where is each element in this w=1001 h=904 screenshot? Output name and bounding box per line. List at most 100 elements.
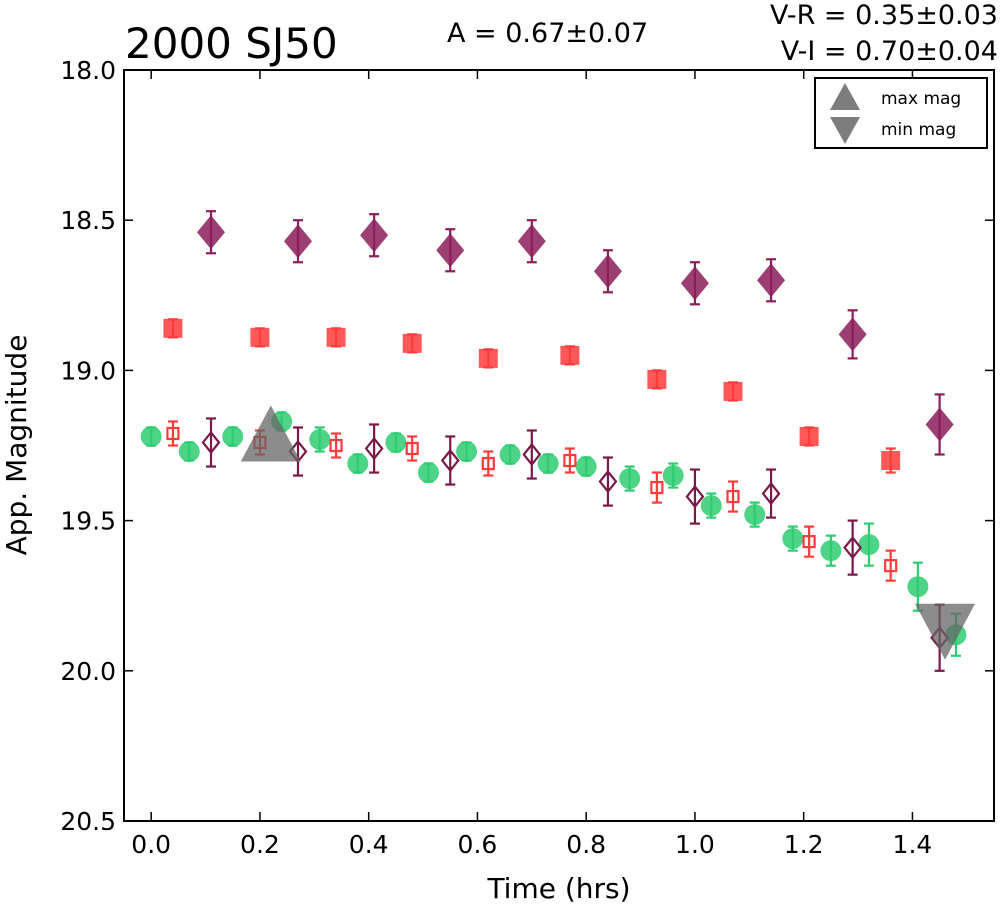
data-point <box>907 576 929 598</box>
color-index-vi: V-I = 0.70±0.04 <box>781 36 998 67</box>
legend-label: max mag <box>881 89 961 109</box>
data-point <box>522 442 542 467</box>
error-bar <box>526 429 537 480</box>
data-point <box>598 469 618 494</box>
x-tick-label: 1.4 <box>893 830 933 859</box>
data-point <box>364 436 384 461</box>
data-point <box>761 481 781 506</box>
data-point <box>563 453 577 468</box>
data-point <box>685 484 705 509</box>
data-point <box>838 317 867 352</box>
data-point <box>647 369 667 389</box>
data-point <box>250 327 270 347</box>
error-bar <box>766 468 777 519</box>
chart-title: 2000 SJ50 <box>125 19 338 68</box>
data-point <box>481 456 495 471</box>
data-point <box>140 425 162 447</box>
error-bar <box>847 519 858 576</box>
data-point <box>166 426 180 441</box>
data-point <box>560 345 580 365</box>
y-tick-label: 18.0 <box>60 56 116 85</box>
data-point <box>456 441 478 463</box>
data-point <box>309 428 331 450</box>
series-2 <box>197 210 954 456</box>
data-point <box>650 480 664 495</box>
data-point <box>537 453 559 475</box>
y-axis-label: App. Magnitude <box>0 335 33 556</box>
data-point <box>884 559 898 573</box>
x-tick-label: 0.8 <box>566 830 606 859</box>
x-tick-label: 1.2 <box>784 830 824 859</box>
data-point <box>347 453 369 475</box>
data-point <box>700 495 722 517</box>
min-mag-marker <box>915 603 976 660</box>
plot-marks <box>140 210 976 672</box>
data-point <box>802 535 816 549</box>
error-bar <box>651 471 662 504</box>
error-bar <box>167 420 178 447</box>
data-point <box>619 468 641 490</box>
x-tick-label: 0.6 <box>458 830 498 859</box>
x-tick-label: 1.0 <box>675 830 715 859</box>
data-point <box>436 233 465 268</box>
data-point <box>843 535 863 560</box>
x-axis-label: Time (hrs) <box>486 872 630 904</box>
error-bar <box>602 456 613 507</box>
legend: max mag min mag <box>814 77 988 149</box>
data-point <box>178 441 200 463</box>
error-bar <box>445 435 456 486</box>
plot-axes: 0.0 0.2 0.4 0.6 0.8 1.0 1.2 1.4 18.0 18.5 19.0 19.5… <box>60 56 995 859</box>
x-tick-label: 0.0 <box>131 830 171 859</box>
error-bar <box>483 450 494 477</box>
data-point <box>575 456 597 478</box>
error-bar <box>293 426 303 477</box>
y-tick-label: 20.0 <box>60 657 116 686</box>
legend-label: min mag <box>881 120 956 140</box>
data-point <box>197 215 225 250</box>
data-point <box>402 333 422 353</box>
x-tick-label: 0.2 <box>240 830 280 859</box>
data-point <box>360 218 389 253</box>
data-point <box>201 430 221 455</box>
error-bar <box>407 435 418 462</box>
plot-frame <box>123 69 995 822</box>
data-point <box>925 407 954 442</box>
data-point <box>163 318 183 338</box>
data-point <box>881 451 901 471</box>
data-point <box>858 534 880 556</box>
data-point <box>478 348 498 368</box>
data-point <box>782 528 804 550</box>
error-bar <box>689 468 700 525</box>
data-point <box>222 425 244 447</box>
data-point <box>799 426 819 446</box>
data-point <box>744 504 766 526</box>
data-point <box>820 540 842 562</box>
error-bar <box>564 447 575 474</box>
error-bar <box>369 423 380 474</box>
data-point <box>757 263 786 298</box>
legend-max-mag-icon <box>830 83 860 110</box>
data-point <box>517 224 546 259</box>
data-point <box>385 431 407 453</box>
y-tick-label: 18.5 <box>60 206 116 235</box>
data-point <box>499 444 521 466</box>
data-point <box>680 266 709 301</box>
data-point <box>405 441 419 456</box>
error-bar <box>206 417 216 468</box>
legend-min-mag-icon <box>830 117 860 144</box>
series-1 <box>163 318 901 474</box>
color-index-vr: V-R = 0.35±0.03 <box>770 0 998 31</box>
data-point <box>593 254 622 289</box>
y-tick-label: 20.5 <box>60 807 116 836</box>
error-bar <box>885 549 896 582</box>
data-point <box>726 489 740 504</box>
x-tick-label: 0.4 <box>349 830 389 859</box>
error-bar <box>331 432 342 459</box>
data-point <box>723 381 743 401</box>
y-tick-label: 19.5 <box>60 507 116 536</box>
data-point <box>440 448 460 473</box>
data-point <box>329 438 343 453</box>
amplitude-label: A = 0.67±0.07 <box>447 18 648 49</box>
data-point <box>418 462 439 484</box>
